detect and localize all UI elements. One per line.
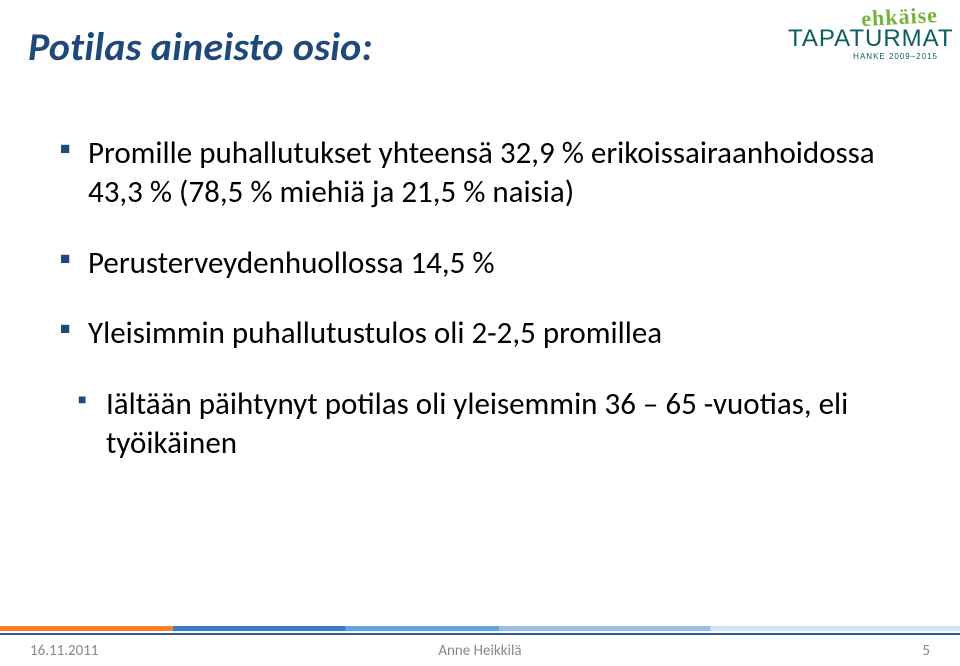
slide-title: Potilas aineisto osio: xyxy=(28,22,373,71)
bullet-item: Promille puhallutukset yhteensä 32,9 % e… xyxy=(60,134,900,212)
footer-date: 16.11.2011 xyxy=(30,642,98,660)
footer-bar-gradient xyxy=(0,626,960,631)
bullet-item: Iältään päihtynyt potilas oli yleisemmin… xyxy=(78,385,900,463)
bullet-item: Perusterveydenhuollossa 14,5 % xyxy=(60,244,900,283)
content-area: Promille puhallutukset yhteensä 32,9 % e… xyxy=(60,134,900,495)
bullet-item: Yleisimmin puhallutustulos oli 2-2,5 pro… xyxy=(60,314,900,353)
footer-page: 5 xyxy=(922,642,930,660)
logo: ehkäise TAPATURMAT HANKE 2009–2015 xyxy=(788,8,938,74)
bullet-list: Promille puhallutukset yhteensä 32,9 % e… xyxy=(60,134,900,463)
footer-author: Anne Heikkilä xyxy=(438,642,521,660)
footer-bar-thin xyxy=(0,633,960,635)
footer-divider xyxy=(0,626,960,638)
slide: Potilas aineisto osio: ehkäise TAPATURMA… xyxy=(0,0,960,666)
logo-line3: HANKE 2009–2015 xyxy=(788,52,938,61)
footer: 16.11.2011 Anne Heikkilä 5 xyxy=(0,620,960,666)
